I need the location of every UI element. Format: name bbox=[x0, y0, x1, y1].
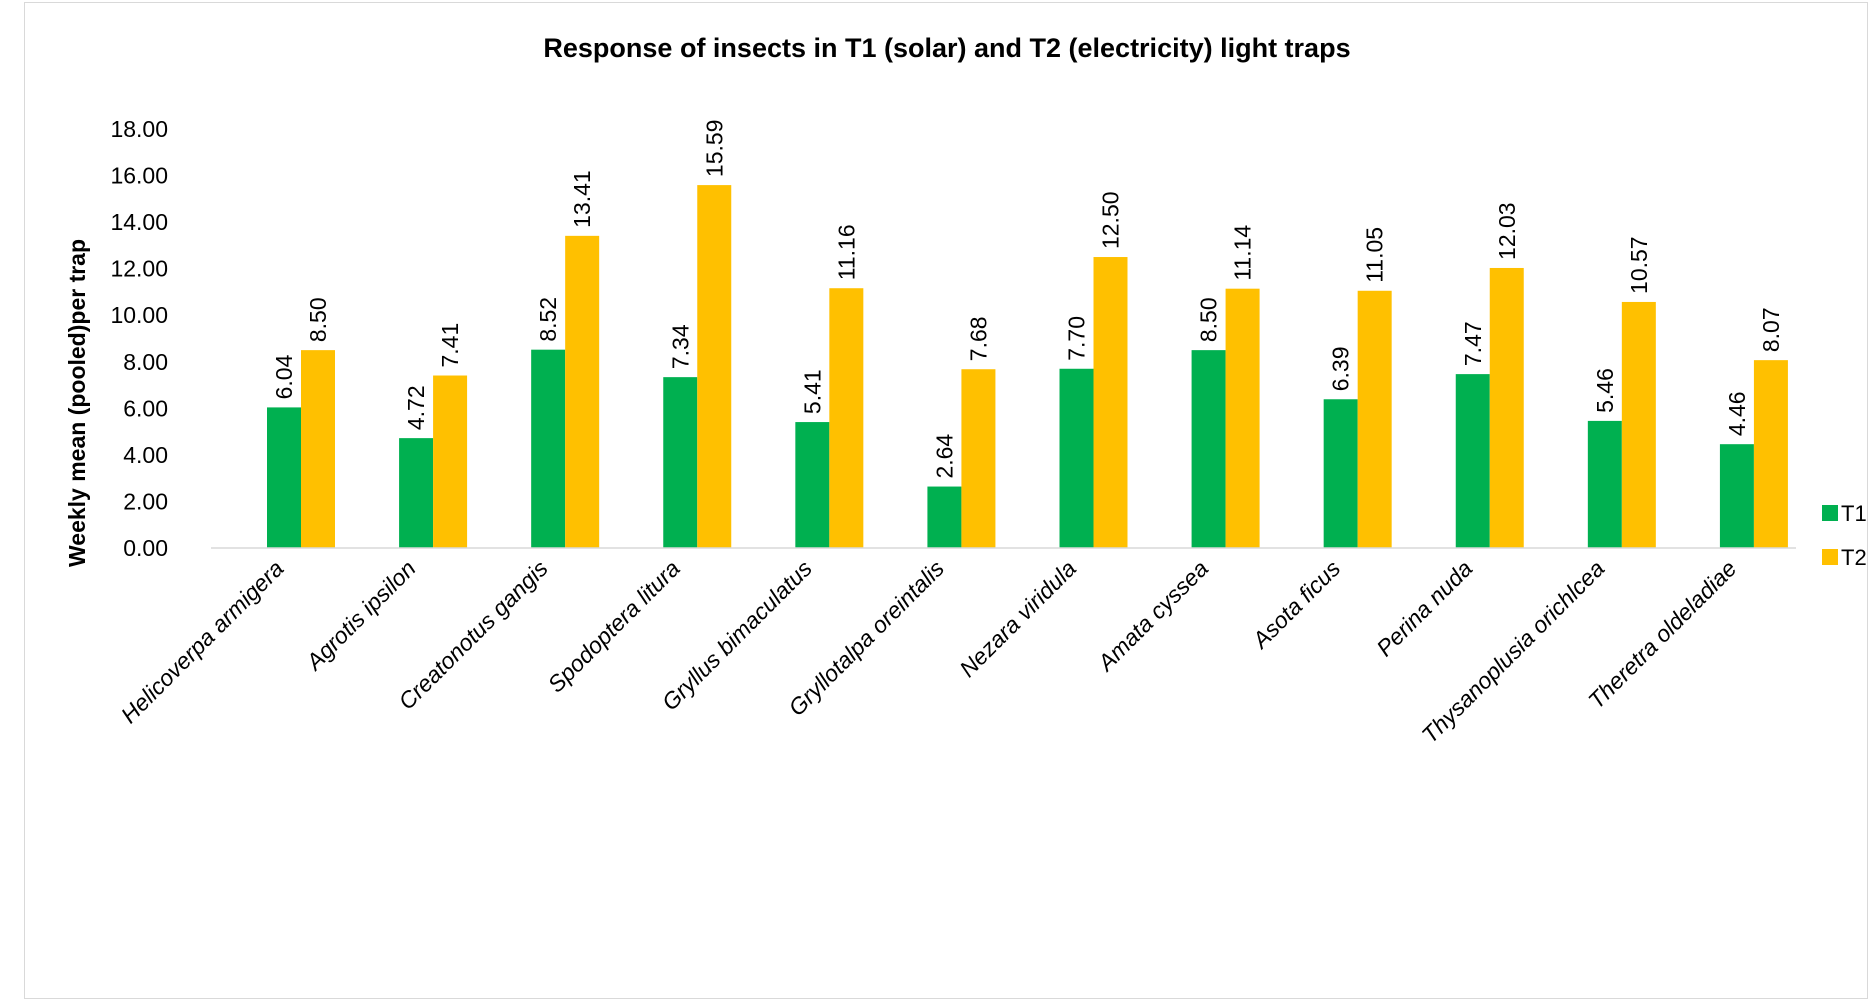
data-label-t1-4: 5.41 bbox=[799, 369, 825, 414]
data-label-t1-11: 4.46 bbox=[1724, 391, 1750, 436]
bar-t1-1 bbox=[399, 438, 434, 548]
bar-t1-2 bbox=[531, 349, 566, 548]
bar-t2-4 bbox=[829, 288, 864, 548]
category-label-0: Helicoverpa armigera bbox=[116, 555, 289, 728]
legend-swatch-t1 bbox=[1822, 505, 1838, 521]
data-label-t2-8: 11.05 bbox=[1362, 227, 1388, 283]
data-label-t2-10: 10.57 bbox=[1626, 236, 1652, 294]
bar-t1-4 bbox=[795, 422, 830, 548]
data-label-t1-6: 7.70 bbox=[1064, 316, 1090, 361]
bar-t1-9 bbox=[1455, 374, 1490, 548]
data-label-t2-4: 11.16 bbox=[833, 224, 859, 280]
bar-t2-9 bbox=[1489, 267, 1524, 548]
legend-label-t1: T1 bbox=[1841, 501, 1867, 526]
bar-t2-6 bbox=[1093, 257, 1128, 548]
data-label-t2-11: 8.07 bbox=[1758, 307, 1784, 352]
chart-title: Response of insects in T1 (solar) and T2… bbox=[543, 33, 1350, 63]
y-axis-label: Weekly mean (pooled)per trap bbox=[64, 239, 90, 567]
bar-t2-7 bbox=[1225, 288, 1260, 548]
category-label-7: Amata cyssea bbox=[1091, 555, 1213, 677]
data-label-t2-3: 15.59 bbox=[701, 120, 727, 178]
y-tick-label: 18.00 bbox=[110, 116, 168, 142]
data-label-t1-3: 7.34 bbox=[667, 324, 693, 369]
bar-t1-7 bbox=[1191, 350, 1226, 548]
bar-t1-0 bbox=[267, 407, 301, 548]
y-tick-label: 6.00 bbox=[123, 395, 168, 421]
data-label-t2-5: 7.68 bbox=[965, 316, 991, 361]
bar-t2-8 bbox=[1357, 290, 1392, 548]
legend-swatch-t2 bbox=[1822, 549, 1838, 565]
category-label-3: Spodoptera litura bbox=[543, 555, 685, 697]
bar-t1-6 bbox=[1059, 368, 1094, 548]
category-label-1: Agrotis ipsilon bbox=[300, 555, 421, 676]
bar-t1-3 bbox=[663, 377, 698, 548]
y-axis-ticks: 0.00 2.00 4.00 6.00 8.00 10.00 12.00 14.00 16.00… bbox=[110, 116, 168, 561]
category-label-8: Asota ficus bbox=[1246, 555, 1346, 655]
legend-label-t2: T2 bbox=[1841, 545, 1867, 570]
bar-t1-8 bbox=[1323, 399, 1358, 548]
bar-t1-5 bbox=[927, 486, 962, 548]
bar-t2-10 bbox=[1621, 301, 1656, 548]
bar-t2-0 bbox=[301, 350, 335, 548]
category-label-11: Theretra oldeladiae bbox=[1583, 555, 1742, 714]
bar-t2-2 bbox=[565, 235, 600, 548]
bars bbox=[267, 185, 1788, 549]
data-label-t2-1: 7.41 bbox=[437, 323, 463, 368]
chart-frame: Response of insects in T1 (solar) and T2… bbox=[24, 2, 1868, 999]
data-label-t1-5: 2.64 bbox=[931, 434, 957, 479]
data-label-t1-9: 7.47 bbox=[1460, 321, 1486, 366]
category-label-6: Nezara viridula bbox=[954, 555, 1081, 682]
data-label-t1-0: 6.04 bbox=[271, 354, 297, 399]
data-label-t1-2: 8.52 bbox=[535, 297, 561, 342]
y-tick-label: 16.00 bbox=[110, 163, 168, 189]
bar-chart: Response of insects in T1 (solar) and T2… bbox=[64, 33, 1867, 748]
category-label-2: Creatonotus gangis bbox=[393, 555, 553, 715]
y-tick-label: 0.00 bbox=[123, 535, 168, 561]
data-label-t1-8: 6.39 bbox=[1328, 346, 1354, 391]
data-label-t2-7: 11.14 bbox=[1230, 225, 1256, 281]
y-tick-label: 8.00 bbox=[123, 349, 168, 375]
data-labels: 6.04 8.50 4.72 7.41 8.52 13.41 7.34 15.59 5.41 11… bbox=[271, 120, 1784, 479]
bar-t2-3 bbox=[697, 185, 732, 549]
data-label-t2-9: 12.03 bbox=[1494, 202, 1520, 260]
y-tick-label: 2.00 bbox=[123, 488, 168, 514]
bar-t1-10 bbox=[1587, 420, 1622, 548]
data-label-t2-2: 13.41 bbox=[569, 170, 595, 228]
legend: T1 T2 bbox=[1822, 501, 1867, 570]
bar-t1-11 bbox=[1719, 444, 1754, 548]
bar-t2-11 bbox=[1753, 360, 1788, 548]
y-tick-label: 4.00 bbox=[123, 442, 168, 468]
data-label-t2-6: 12.50 bbox=[1098, 191, 1124, 249]
category-label-9: Perina nuda bbox=[1371, 555, 1477, 661]
y-tick-label: 12.00 bbox=[110, 256, 168, 282]
data-label-t1-7: 8.50 bbox=[1196, 297, 1222, 342]
bar-t2-1 bbox=[433, 375, 468, 548]
data-label-t1-10: 5.46 bbox=[1592, 368, 1618, 413]
bar-t2-5 bbox=[961, 369, 996, 548]
data-label-t1-1: 4.72 bbox=[403, 385, 429, 430]
data-label-t2-0: 8.50 bbox=[305, 297, 331, 342]
category-labels: Helicoverpa armigera Agrotis ipsilonCreat… bbox=[116, 555, 1742, 748]
y-tick-label: 10.00 bbox=[110, 302, 168, 328]
y-tick-label: 14.00 bbox=[110, 209, 168, 235]
